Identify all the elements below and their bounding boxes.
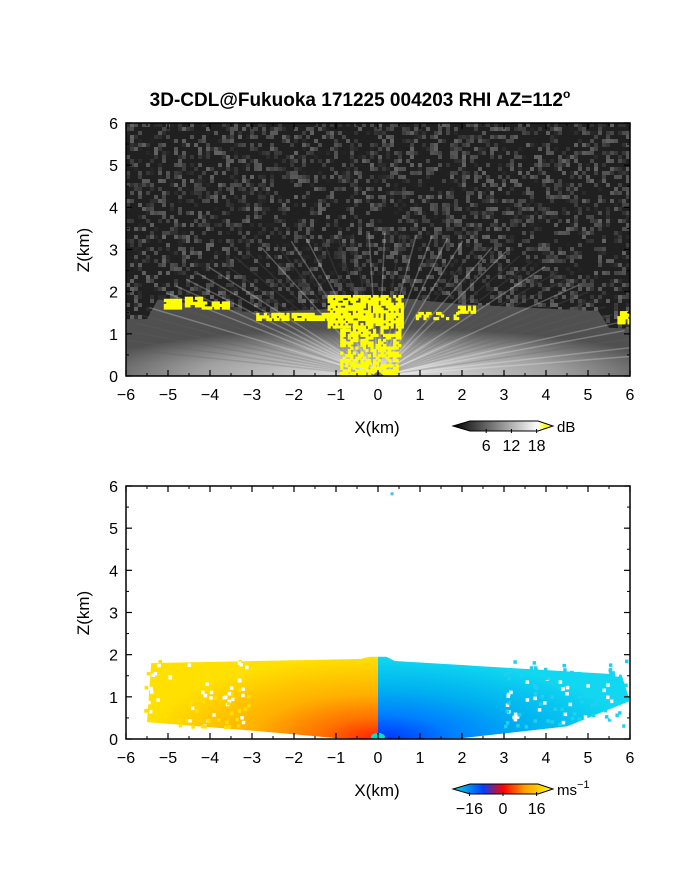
- x-tick-label: −1: [327, 387, 345, 404]
- x-tick-label: −3: [243, 750, 261, 767]
- x-tick-label: −1: [327, 750, 345, 767]
- x-tick-label: 5: [584, 750, 593, 767]
- velocity-speckle: [144, 492, 630, 739]
- colorbar-tick-label: 6: [482, 438, 491, 455]
- y-tick-label: 6: [109, 116, 118, 133]
- y-tick-label: 2: [109, 285, 118, 302]
- y-tick-label: 0: [109, 369, 118, 386]
- x-tick-label: 6: [626, 750, 635, 767]
- x-tick-label: 1: [416, 750, 425, 767]
- y-tick-label: 0: [109, 732, 118, 749]
- x-tick-label: 2: [458, 750, 467, 767]
- reflectivity-strong-echo: [163, 295, 630, 376]
- y-tick-label: 1: [109, 690, 118, 707]
- y-tick-label: 3: [109, 243, 118, 260]
- velocity-xlabel: X(km): [354, 781, 399, 800]
- x-tick-label: 4: [542, 387, 551, 404]
- y-tick-label: 1: [109, 327, 118, 344]
- x-tick-label: −6: [117, 387, 135, 404]
- x-tick-label: −5: [159, 387, 177, 404]
- x-tick-label: 6: [626, 387, 635, 404]
- x-tick-label: 3: [500, 750, 509, 767]
- y-tick-label: 5: [109, 521, 118, 538]
- x-tick-label: 5: [584, 387, 593, 404]
- velocity-ylabel: Z(km): [74, 591, 93, 635]
- reflectivity-xlabel: X(km): [354, 418, 399, 437]
- velocity-positive-region: [147, 656, 378, 739]
- reflectivity-ylabel: Z(km): [74, 228, 93, 272]
- y-tick-label: 3: [109, 606, 118, 623]
- reflectivity-colorbar-unit: dB: [557, 419, 575, 436]
- x-tick-label: 0: [374, 750, 383, 767]
- velocity-colorbar-unit: ms−1: [557, 779, 590, 799]
- colorbar-tick-label: 12: [503, 438, 521, 455]
- x-tick-label: −6: [117, 750, 135, 767]
- x-tick-label: 1: [416, 387, 425, 404]
- y-tick-label: 4: [109, 200, 118, 217]
- velocity-negative-region: [378, 656, 630, 739]
- velocity-axes: −6 −5 −4 −3 −2 −1 0 1 2 3 4 5 6 0 1 2 3 4 5 6: [109, 479, 634, 767]
- x-tick-label: −2: [285, 387, 303, 404]
- reflectivity-axes: −6 −5 −4 −3 −2 −1 0 1 2 3 4 5 6 0 1 2 3 4 5 6: [109, 116, 634, 404]
- x-tick-label: −3: [243, 387, 261, 404]
- velocity-colorbar: ms−1 −16 0 16: [451, 779, 590, 818]
- x-tick-label: 4: [542, 750, 551, 767]
- x-tick-label: 2: [458, 387, 467, 404]
- x-tick-label: 0: [374, 387, 383, 404]
- x-tick-label: −4: [201, 750, 219, 767]
- colorbar-tick-label: 16: [528, 801, 546, 818]
- x-tick-label: −2: [285, 750, 303, 767]
- x-tick-label: −4: [201, 387, 219, 404]
- x-tick-label: 3: [500, 387, 509, 404]
- colorbar-tick-label: −16: [456, 801, 483, 818]
- x-tick-label: −5: [159, 750, 177, 767]
- y-tick-label: 6: [109, 479, 118, 496]
- y-tick-label: 2: [109, 648, 118, 665]
- velocity-panel: −6 −5 −4 −3 −2 −1 0 1 2 3 4 5 6 0 1 2 3 4 5 6 X(km) Z(km) m…: [74, 479, 635, 818]
- chart-title: 3D-CDL@Fukuoka 171225 004203 RHI AZ=112o: [150, 87, 571, 111]
- reflectivity-colorbar: dB 6 12 18: [451, 419, 575, 455]
- colorbar-tick-label: 0: [499, 801, 508, 818]
- y-tick-label: 5: [109, 158, 118, 175]
- colorbar-tick-label: 18: [528, 438, 546, 455]
- y-tick-label: 4: [109, 563, 118, 580]
